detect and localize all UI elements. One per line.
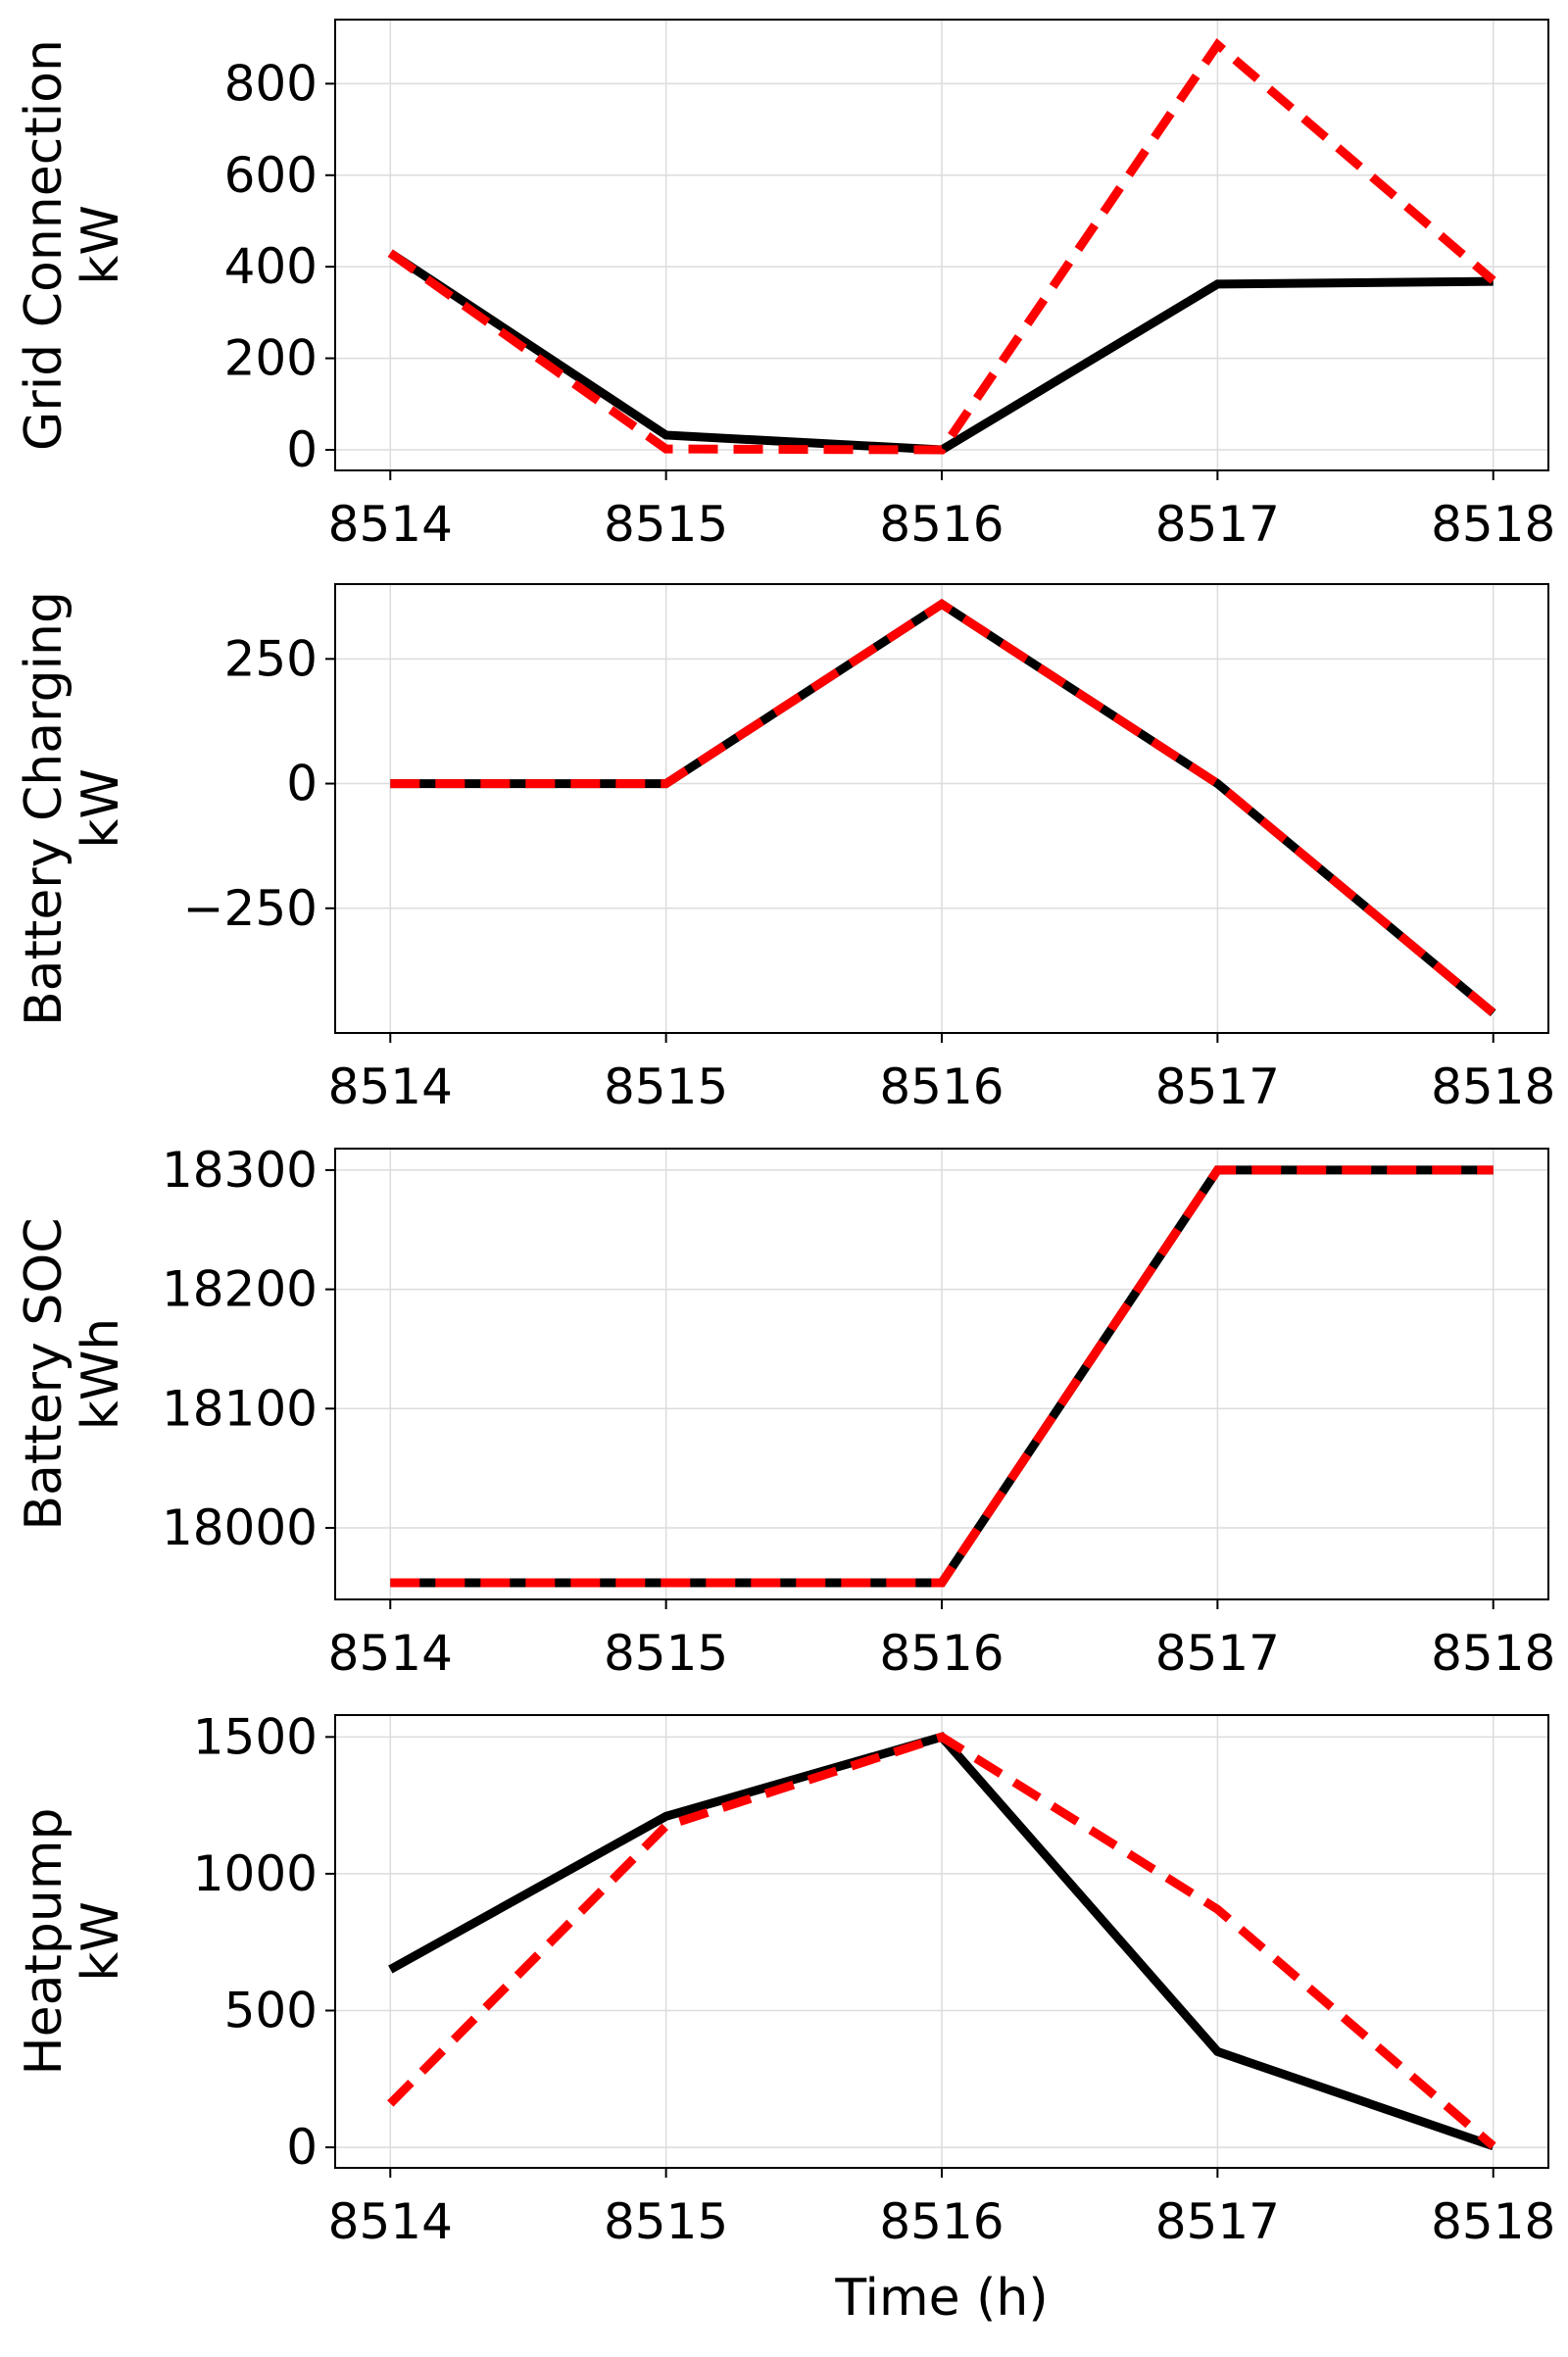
y-axis-title: Battery ChargingkW [15,591,130,1026]
x-tick-label: 8517 [1155,1058,1280,1115]
x-tick-label: 8515 [604,2193,728,2250]
y-tick-label: 500 [224,1982,318,2038]
chart-panel-1: 8514 8515 8516 8517 8518 0 200 400 600 800 Grid Co… [15,20,1555,553]
x-tick-label: 8518 [1431,2193,1555,2250]
y-axis-title-line: kW [72,1901,130,1982]
y-axis-title-line: kW [72,205,130,285]
x-tick-label: 8516 [879,496,1004,553]
y-tick-label: 600 [224,147,318,204]
x-tick-label: 8516 [879,1625,1004,1682]
chart-panel-3: 8514 8515 8516 8517 8518 18000 18100 18200 18300… [15,1142,1555,1682]
y-tick-label: 400 [224,238,318,295]
x-tick-label: 8517 [1155,2193,1280,2250]
y-tick-label: 1500 [193,1708,318,1765]
y-tick-label: 18300 [162,1142,318,1199]
y-axis-title: HeatpumpkW [15,1808,130,2076]
y-tick-label: 1000 [193,1845,318,1902]
y-axis-title-line: kWh [72,1318,130,1431]
y-tick-label: 200 [224,330,318,387]
x-tick-label: 8514 [328,1058,453,1115]
y-tick-label: 0 [286,756,318,812]
y-axis-title: Battery SOCkWh [15,1217,130,1530]
x-tick-label: 8515 [604,496,728,553]
x-tick-label: 8517 [1155,1625,1280,1682]
y-tick-label: 0 [286,2119,318,2176]
x-tick-label: 8516 [879,1058,1004,1115]
y-tick-label: 250 [224,630,318,687]
y-axis-title-line: Heatpump [15,1808,74,2076]
y-axis-title-line: Grid Connection [15,39,74,451]
y-tick-label: −250 [183,880,318,937]
y-axis-title: Grid ConnectionkW [15,39,130,451]
y-axis-title-line: Battery SOC [15,1217,74,1530]
x-tick-label: 8518 [1431,1625,1555,1682]
y-axis-title-line: Battery Charging [15,591,74,1026]
x-tick-label: 8518 [1431,496,1555,553]
x-tick-label: 8514 [328,1625,453,1682]
y-tick-label: 18200 [162,1261,318,1318]
chart-panel-4: 8514 8515 8516 8517 8518 0 500 1000 1500 Heatpump… [15,1708,1555,2328]
x-tick-label: 8516 [879,2193,1004,2250]
x-axis-title: Time (h) [834,2269,1048,2328]
x-tick-label: 8514 [328,496,453,553]
chart-panel-2: 8514 8515 8516 8517 8518 −250 0 250 Battery Char… [15,584,1555,1115]
x-tick-label: 8514 [328,2193,453,2250]
y-tick-label: 18000 [162,1499,318,1556]
y-axis-title-line: kW [72,768,130,849]
x-tick-label: 8518 [1431,1058,1555,1115]
x-tick-label: 8515 [604,1058,728,1115]
y-tick-label: 0 [286,421,318,478]
y-tick-label: 18100 [162,1380,318,1437]
x-tick-label: 8517 [1155,496,1280,553]
x-tick-label: 8515 [604,1625,728,1682]
y-tick-label: 800 [224,55,318,112]
